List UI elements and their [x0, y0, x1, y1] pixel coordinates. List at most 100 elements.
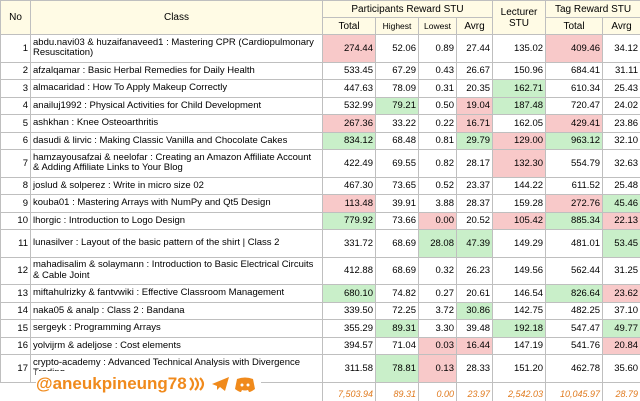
row-value: 467.30: [322, 176, 376, 195]
header-no: No: [0, 0, 31, 35]
row-value: 0.43: [418, 61, 457, 80]
handle: @aneukpineung78: [36, 374, 187, 393]
row-value: 31.11: [602, 61, 640, 80]
row-value: 481.01: [545, 229, 604, 258]
row: 16 yolvijrm & adeljose : Cost elements 394…: [0, 336, 640, 355]
row-value: 78.09: [375, 79, 419, 98]
row-value: 34.12: [602, 34, 640, 63]
total-value: 2,542.03: [492, 381, 547, 401]
row-value: 71.04: [375, 336, 419, 355]
social-icons: [188, 377, 255, 392]
row-value: 779.92: [322, 211, 376, 230]
row-value: 610.34: [545, 79, 604, 98]
row-value: 0.22: [418, 114, 457, 133]
row-class: mahadisalim & solaymann : Introduction t…: [30, 256, 323, 285]
row-value: 28.08: [418, 229, 457, 258]
row-class: dasudi & lirvic : Making Classic Vanilla…: [30, 131, 323, 150]
row-value: 45.46: [602, 194, 640, 213]
row-class: joslud & solperez : Write in micro size …: [30, 176, 323, 195]
row-value: 23.62: [602, 284, 640, 303]
row-value: 68.48: [375, 131, 419, 150]
subheader: Total: [322, 17, 376, 35]
row-value: 28.17: [455, 149, 494, 178]
row-value: 159.28: [492, 194, 547, 213]
row-value: 0.00: [418, 211, 457, 230]
header-lecturer: Lecturer STU: [492, 0, 547, 35]
row-class: hamzayousafzai & neelofar : Creating an …: [30, 149, 323, 178]
row-value: 482.25: [545, 301, 604, 320]
row: 17 crypto-academy : Advanced Technical An…: [0, 354, 640, 383]
row-value: 89.31: [375, 319, 419, 338]
subheader: Avrg: [455, 17, 494, 35]
row: 10 lhorgic : Introduction to Logo Design 7…: [0, 211, 640, 230]
row-value: 462.78: [545, 354, 604, 383]
row-value: 26.23: [455, 256, 494, 285]
row-value: 162.71: [492, 79, 547, 98]
row-value: 39.48: [455, 319, 494, 338]
row-value: 20.52: [455, 211, 494, 230]
row-value: 541.76: [545, 336, 604, 355]
row-value: 22.13: [602, 211, 640, 230]
row-value: 0.32: [418, 256, 457, 285]
row-value: 826.64: [545, 284, 604, 303]
row-value: 19.04: [455, 96, 494, 115]
row-value: 142.75: [492, 301, 547, 320]
subheader: Lowest: [418, 17, 457, 35]
row-class: almacaridad : How To Apply Makeup Correc…: [30, 79, 323, 98]
row-value: 73.65: [375, 176, 419, 195]
row: 13 miftahulrizky & fantvwiki : Effective …: [0, 284, 640, 303]
row-value: 394.57: [322, 336, 376, 355]
row-value: 79.21: [375, 96, 419, 115]
row-value: 29.79: [455, 131, 494, 150]
row-value: 105.42: [492, 211, 547, 230]
row-value: 422.49: [322, 149, 376, 178]
row-value: 3.88: [418, 194, 457, 213]
row-value: 144.22: [492, 176, 547, 195]
row-class: lhorgic : Introduction to Logo Design: [30, 211, 323, 230]
row: 2 afzalqamar : Basic Herbal Remedies for …: [0, 61, 640, 80]
row-value: 684.41: [545, 61, 604, 80]
row-value: 554.79: [545, 149, 604, 178]
row-value: 28.33: [455, 354, 494, 383]
row-value: 0.03: [418, 336, 457, 355]
row-value: 78.81: [375, 354, 419, 383]
row-value: 533.45: [322, 61, 376, 80]
row-value: 73.66: [375, 211, 419, 230]
row-value: 26.67: [455, 61, 494, 80]
row-value: 187.48: [492, 96, 547, 115]
row-class: ashkhan : Knee Osteoarthritis: [30, 114, 323, 133]
row-no: 4: [0, 96, 31, 115]
row-value: 135.02: [492, 34, 547, 63]
row-value: 30.86: [455, 301, 494, 320]
total-value: 23.97: [455, 381, 494, 401]
total-value: 89.31: [375, 381, 419, 401]
row-no: 15: [0, 319, 31, 338]
row-class: sergeyk : Programming Arrays: [30, 319, 323, 338]
footer: @aneukpineung78: [36, 371, 261, 397]
row: 6 dasudi & lirvic : Making Classic Vanill…: [0, 131, 640, 150]
header-class: Class: [30, 0, 323, 35]
row-value: 35.60: [602, 354, 640, 383]
row-value: 611.52: [545, 176, 604, 195]
row-value: 311.58: [322, 354, 376, 383]
subheader: Total: [545, 17, 604, 35]
row-value: 162.05: [492, 114, 547, 133]
row-value: 0.27: [418, 284, 457, 303]
row-value: 16.44: [455, 336, 494, 355]
row: 9 kouba01 : Mastering Arrays with NumPy a…: [0, 194, 640, 213]
row-value: 23.86: [602, 114, 640, 133]
row-value: 149.29: [492, 229, 547, 258]
row-no: 3: [0, 79, 31, 98]
totals-row: 7,503.94 89.31 0.00 23.97 2,542.03 10,045.97 2…: [1, 381, 640, 401]
row-no: 17: [0, 354, 31, 383]
row-value: 447.63: [322, 79, 376, 98]
row-value: 429.41: [545, 114, 604, 133]
subheader: Highest: [375, 17, 419, 35]
row-value: 28.37: [455, 194, 494, 213]
row-value: 146.54: [492, 284, 547, 303]
row-value: 0.89: [418, 34, 457, 63]
row-value: 963.12: [545, 131, 604, 150]
row: 4 anailuj1992 : Physical Activities for C…: [0, 96, 640, 115]
row-value: 69.55: [375, 149, 419, 178]
row-value: 68.69: [375, 229, 419, 258]
